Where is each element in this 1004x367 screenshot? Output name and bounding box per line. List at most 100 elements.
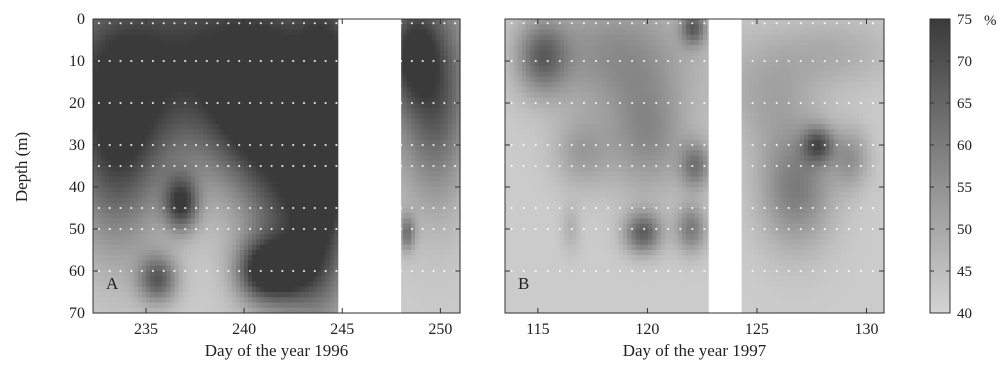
heatmap-cell	[215, 176, 221, 183]
heatmap-cell	[252, 71, 257, 78]
heatmap-cell	[296, 113, 302, 120]
heatmap-cell	[101, 34, 106, 41]
heatmap-cell	[239, 213, 245, 220]
heatmap-cell	[284, 124, 290, 130]
heatmap-cell	[398, 271, 404, 277]
heatmap-cell	[288, 87, 294, 94]
heatmap-cell	[121, 187, 127, 193]
heatmap-cell	[125, 171, 131, 178]
heatmap-cell	[146, 197, 151, 204]
heatmap-cell	[93, 202, 98, 209]
heatmap-cell	[227, 239, 233, 246]
heatmap-cell	[141, 292, 147, 298]
heatmap-cell	[296, 97, 302, 104]
heatmap-cell	[194, 250, 200, 256]
heatmap-cell	[129, 307, 135, 314]
heatmap-cell	[215, 307, 221, 314]
heatmap-cell	[199, 192, 204, 199]
heatmap-cell	[419, 260, 424, 267]
heatmap-cell	[317, 108, 322, 115]
heatmap-cell	[203, 286, 208, 293]
heatmap-cell	[141, 286, 147, 293]
heatmap-cell	[150, 218, 155, 225]
heatmap-cell	[170, 40, 176, 46]
heatmap-cell	[109, 192, 114, 199]
heatmap-cell	[435, 260, 441, 267]
heatmap-cell	[150, 155, 155, 162]
heatmap-cell	[260, 192, 265, 199]
heatmap-cell	[455, 208, 461, 214]
heatmap-cell	[133, 155, 139, 162]
heatmap-cell	[235, 118, 241, 125]
heatmap-cell	[186, 292, 192, 298]
heatmap-cell	[300, 61, 306, 67]
heatmap-cell	[333, 108, 339, 115]
heatmap-cell	[280, 197, 286, 204]
heatmap-cell	[451, 34, 457, 41]
heatmap-cell	[292, 171, 298, 178]
heatmap-cell	[227, 244, 233, 251]
heatmap-cell	[333, 202, 339, 209]
heatmap-cell	[166, 181, 172, 188]
heatmap-cell	[211, 118, 216, 125]
heatmap-cell	[125, 229, 131, 235]
heatmap-cell	[292, 160, 298, 167]
heatmap-cell	[455, 34, 461, 41]
heatmap-cell	[113, 71, 119, 78]
heatmap-cell	[150, 208, 155, 214]
heatmap-cell	[247, 239, 253, 246]
heatmap-cell	[158, 292, 163, 298]
heatmap-cell	[439, 208, 445, 214]
heatmap-cell	[125, 50, 131, 57]
heatmap-cell	[443, 255, 449, 262]
heatmap-cell	[133, 208, 139, 214]
heatmap-cell	[105, 223, 110, 230]
heatmap-cell	[109, 202, 114, 209]
heatmap-cell	[93, 250, 98, 256]
heatmap-cell	[296, 50, 302, 57]
heatmap-cell	[455, 302, 461, 309]
heatmap-cell	[178, 281, 184, 288]
heatmap-cell	[305, 292, 310, 298]
heatmap-cell	[280, 118, 286, 125]
heatmap-cell	[190, 87, 196, 94]
heatmap-cell	[199, 45, 204, 52]
heatmap-cell	[309, 260, 314, 267]
heatmap-cell	[235, 55, 241, 62]
heatmap-cell	[113, 297, 119, 304]
heatmap-cell	[211, 129, 216, 136]
heatmap-cell	[398, 265, 404, 272]
heatmap-cell	[97, 202, 102, 209]
heatmap-cell	[406, 302, 412, 309]
heatmap-cell	[451, 244, 457, 251]
heatmap-cell	[398, 297, 404, 304]
heatmap-cell	[321, 286, 327, 293]
heatmap-cell	[292, 176, 298, 183]
heatmap-cell	[272, 255, 278, 262]
heatmap-cell	[402, 244, 408, 251]
heatmap-cell	[260, 255, 265, 262]
heatmap-cell	[423, 286, 428, 293]
heatmap-cell	[276, 29, 282, 36]
heatmap-cell	[264, 307, 269, 314]
heatmap-cell	[227, 61, 233, 67]
heatmap-cell	[105, 150, 110, 157]
heatmap-cell	[231, 40, 237, 46]
heatmap-cell	[398, 223, 404, 230]
heatmap-cell	[231, 19, 237, 25]
heatmap-cell	[288, 302, 294, 309]
heatmap-cell	[121, 171, 127, 178]
heatmap-cell	[292, 129, 298, 136]
heatmap-cell	[211, 250, 216, 256]
heatmap-cell	[325, 45, 331, 52]
heatmap-cell	[288, 118, 294, 125]
heatmap-cell	[243, 213, 249, 220]
heatmap-cell	[243, 171, 249, 178]
heatmap-cell	[325, 160, 331, 167]
heatmap-cell	[423, 71, 428, 78]
heatmap-cell	[125, 103, 131, 109]
heatmap-cell	[190, 297, 196, 304]
heatmap-cell	[439, 250, 445, 256]
heatmap-cell	[227, 271, 233, 277]
heatmap-cell	[451, 40, 457, 46]
